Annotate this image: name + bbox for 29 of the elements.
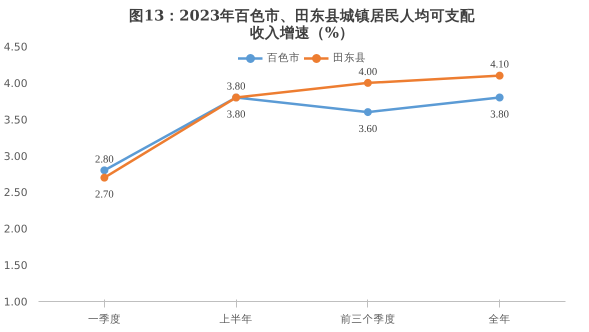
data-label: 2.70 <box>95 190 114 201</box>
point <box>364 78 372 87</box>
data-label: 3.60 <box>358 124 378 136</box>
point <box>100 166 108 174</box>
y-tick-label: 4.50 <box>4 40 28 54</box>
data-label: 4.10 <box>490 60 509 71</box>
y-tick-label: 2.50 <box>4 186 28 200</box>
data-label: 2.80 <box>95 154 114 166</box>
data-label: 3.80 <box>226 82 246 92</box>
data-label: 4.00 <box>358 66 378 78</box>
chart-title: 图13：2023年百色市、田东县城镇居民人均可支配收入增速（%） <box>128 6 476 42</box>
data-label: 3.80 <box>226 110 246 120</box>
point <box>496 72 504 80</box>
y-tick-label: 4.00 <box>4 76 28 90</box>
data-label: 3.80 <box>490 110 509 120</box>
x-tick-label: 上半年 <box>220 312 253 326</box>
point <box>364 108 372 116</box>
point <box>100 174 108 182</box>
y-tick-label: 1.00 <box>4 296 28 308</box>
point <box>496 94 504 102</box>
x-tick-label: 一季度 <box>88 312 121 326</box>
x-tick-label: 前三个季度 <box>340 312 396 326</box>
x-tick-label: 全年 <box>488 312 511 326</box>
legend-label: 田东县 <box>333 51 366 65</box>
y-tick-label: 1.50 <box>4 259 28 272</box>
y-tick-label: 3.50 <box>4 113 28 126</box>
y-tick-label: 3.00 <box>4 150 28 163</box>
y-tick-label: 2.00 <box>4 222 28 236</box>
legend-label: 百色市 <box>267 51 300 65</box>
